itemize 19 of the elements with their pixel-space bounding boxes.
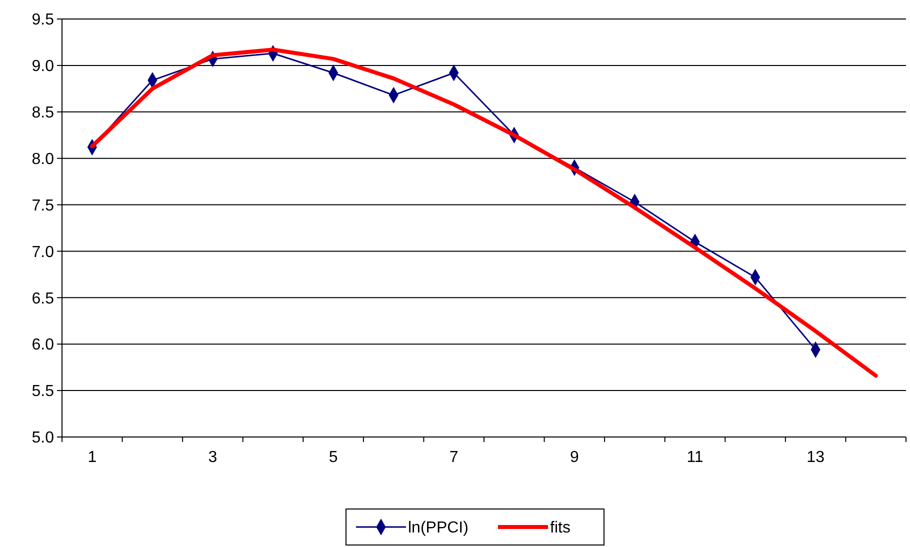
y-tick-label: 6.0 [32, 336, 54, 354]
y-tick-label: 9.0 [32, 58, 54, 76]
y-tick-label: 8.0 [32, 150, 54, 168]
y-tick-label: 5.0 [32, 430, 54, 447]
x-tick-label: 13 [806, 449, 825, 466]
y-tick-label: 8.5 [32, 104, 54, 122]
x-tick-label: 5 [328, 449, 338, 466]
y-tick-label: 7.0 [32, 244, 54, 261]
x-tick-label: 3 [208, 449, 218, 466]
y-tick-label: 7.5 [32, 197, 54, 214]
x-tick-label: 7 [449, 449, 458, 466]
x-tick-label: 1 [88, 449, 97, 466]
x-tick-label: 11 [686, 449, 704, 466]
y-tick-label: 9.5 [32, 12, 54, 29]
legend-label: fits [550, 520, 570, 537]
x-tick-label: 9 [570, 449, 579, 466]
y-tick-label: 5.5 [32, 383, 54, 400]
legend-label: ln(PPCI) [408, 520, 468, 537]
y-tick-label: 6.5 [32, 290, 54, 308]
